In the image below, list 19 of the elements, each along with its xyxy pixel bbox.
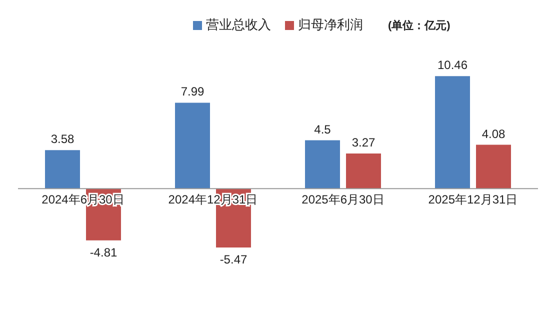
legend-label: 营业总收入 (206, 16, 271, 34)
x-tick-label: 2025年12月31日 (428, 192, 518, 207)
bar (45, 150, 80, 189)
text: (单位：亿元) (388, 18, 450, 33)
data-label: 4.08 (482, 126, 506, 141)
data-label: 3.58 (50, 132, 74, 146)
data-label: -5.47 (220, 252, 248, 267)
data-label: 4.5 (314, 122, 332, 136)
bar (175, 102, 210, 189)
data-label: -4.81 (90, 245, 118, 260)
x-tick-label: 2025年6月30日 (302, 192, 384, 207)
data-label: 10.46 (437, 58, 468, 72)
data-label: 7.99 (180, 84, 204, 99)
bar (305, 140, 340, 189)
bar (435, 76, 470, 189)
bar (346, 153, 381, 189)
legend-label: 归母净利润 (298, 16, 363, 34)
data-label: 3.27 (352, 135, 376, 150)
bar (476, 144, 511, 189)
